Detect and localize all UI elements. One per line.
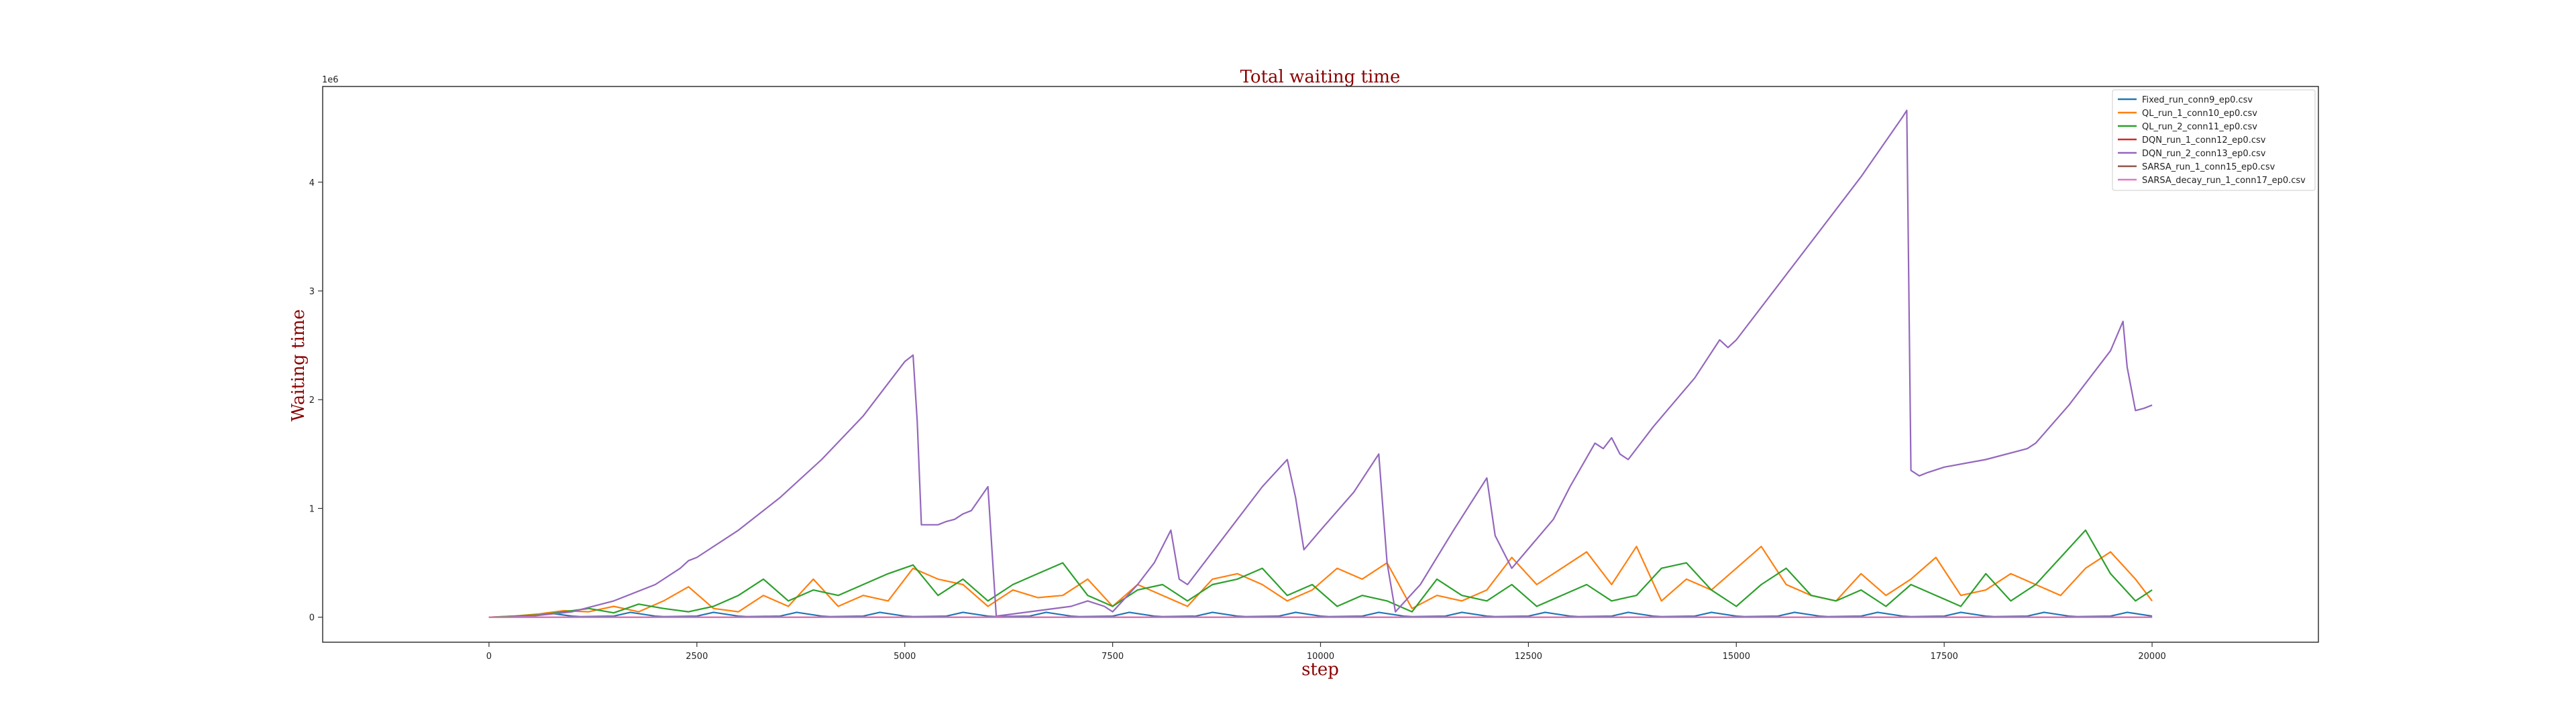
legend-box bbox=[2112, 89, 2316, 191]
legend-label: SARSA_run_1_conn15_ep0.csv bbox=[2142, 162, 2275, 172]
y-tick-label: 1 bbox=[309, 504, 315, 514]
x-tick-label: 0 bbox=[486, 652, 492, 662]
x-tick-label: 10000 bbox=[1307, 652, 1334, 662]
y-tick-label: 3 bbox=[309, 287, 315, 297]
y-offset-label: 1e6 bbox=[322, 75, 339, 85]
x-tick-label: 7500 bbox=[1102, 652, 1124, 662]
legend-label: DQN_run_1_conn12_ep0.csv bbox=[2142, 135, 2266, 145]
x-tick-label: 12500 bbox=[1515, 652, 1542, 662]
legend-label: QL_run_1_conn10_ep0.csv bbox=[2142, 109, 2257, 119]
x-axis-label: step bbox=[1301, 660, 1339, 680]
y-tick-label: 0 bbox=[309, 613, 315, 623]
series-line-3 bbox=[488, 529, 2153, 618]
series-line-5 bbox=[488, 109, 2153, 618]
legend-label: QL_run_2_conn11_ep0.csv bbox=[2142, 122, 2257, 132]
y-axis-label: Waiting time bbox=[288, 309, 309, 422]
series-line-1 bbox=[488, 611, 2153, 618]
x-tick-label: 20000 bbox=[2138, 652, 2165, 662]
x-tick-label: 17500 bbox=[1931, 652, 1958, 662]
legend: Fixed_run_conn9_ep0.csv QL_run_1_conn10_e… bbox=[2112, 89, 2316, 191]
legend-label: DQN_run_2_conn13_ep0.csv bbox=[2142, 149, 2266, 159]
plot-frame bbox=[322, 86, 2319, 643]
series-line-2 bbox=[488, 546, 2153, 618]
y-tick-label: 2 bbox=[309, 396, 315, 406]
chart-title: Total waiting time bbox=[1240, 67, 1401, 87]
legend-label: Fixed_run_conn9_ep0.csv bbox=[2142, 95, 2253, 105]
legend-label: SARSA_decay_run_1_conn17_ep0.csv bbox=[2142, 176, 2306, 186]
x-tick-label: 2500 bbox=[686, 652, 708, 662]
x-tick-label: 5000 bbox=[894, 652, 916, 662]
x-tick-label: 15000 bbox=[1723, 652, 1750, 662]
y-tick-label: 4 bbox=[309, 178, 315, 188]
